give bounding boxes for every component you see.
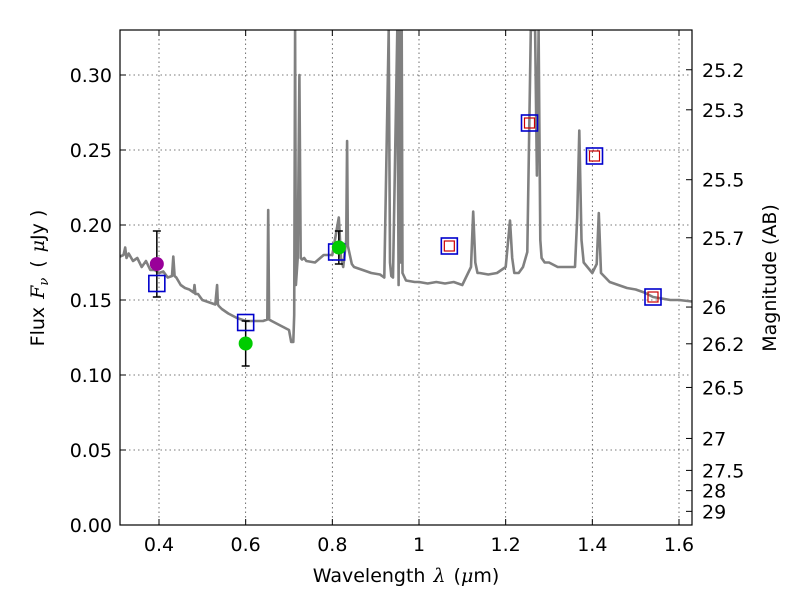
y2-tick-label: 25.3: [702, 100, 744, 122]
y-tick-label: 0.20: [70, 215, 112, 237]
model-photometry-square: [520, 114, 539, 132]
y2-tick-label: 28: [702, 481, 726, 503]
y2-tick-label: 27: [702, 428, 726, 450]
y2-tick-label: 25.2: [702, 60, 744, 82]
observed-point: [238, 336, 253, 351]
x-tick-label: 1.4: [577, 534, 607, 556]
x-tick-label: 0.6: [231, 534, 261, 556]
y-axis-title: FluxFν(μJy ): [27, 210, 52, 347]
model-photometry-square: [585, 147, 604, 165]
y-tick-label: 0.25: [70, 140, 112, 162]
y2-tick-label: 26.5: [702, 377, 744, 399]
observed-red-square: [647, 291, 659, 303]
observed-red-square: [443, 240, 455, 252]
marker-layer: [148, 114, 662, 367]
y2-tick-label: 26: [702, 297, 726, 319]
y-tick-label: 0.15: [70, 290, 112, 312]
series-layer: [120, 30, 692, 344]
sed-spectrum-line: [120, 30, 692, 344]
y2-tick-label: 25.5: [702, 170, 744, 192]
x-tick-label: 0.8: [317, 534, 347, 556]
observed-red-square: [523, 117, 536, 129]
y-tick-label: 0.30: [70, 65, 112, 87]
y2-axis-title: Magnitude (AB): [759, 204, 781, 352]
y2-tick-label: 25.7: [702, 228, 744, 250]
x-axis-title: Wavelength λ (μm): [313, 565, 499, 587]
y2-tick-label: 29: [702, 501, 726, 523]
observed-point: [149, 257, 164, 271]
tick-layer: 0.4 0.6 0.8 1 1.2 1.4 1.6 0.00 0.05 0.10 0.15 0.20 0…: [70, 30, 744, 556]
x-tick-label: 1.6: [664, 534, 694, 556]
plot-frame: [119, 29, 693, 526]
model-photometry-square: [644, 288, 662, 306]
y-tick-label: 0.00: [70, 515, 112, 537]
observed-point: [331, 240, 346, 255]
y-tick-label: 0.05: [70, 440, 112, 462]
x-tick-label: 0.4: [144, 534, 174, 556]
model-photometry-square: [440, 237, 459, 255]
x-tick-label: 1.2: [491, 534, 521, 556]
y-tick-label: 0.10: [70, 365, 112, 387]
observed-red-square: [588, 150, 601, 162]
x-tick-label: 1: [413, 534, 425, 556]
y2-tick-label: 26.2: [702, 334, 744, 356]
model-photometry-square: [236, 313, 255, 332]
model-photometry-square: [148, 274, 166, 293]
y2-tick-label: 27.5: [702, 460, 744, 482]
